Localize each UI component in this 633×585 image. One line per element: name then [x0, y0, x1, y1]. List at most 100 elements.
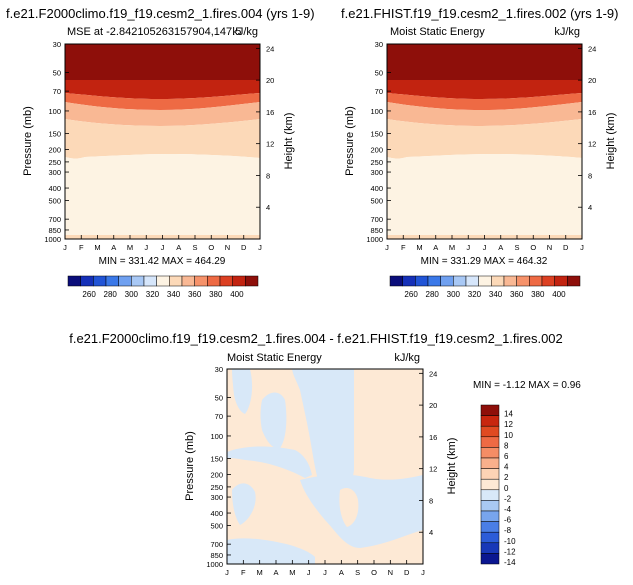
colorbar-label: 340 — [167, 290, 181, 299]
month-tick-label: A — [433, 243, 438, 252]
pressure-tick-label: 250 — [210, 483, 223, 492]
height-tick-label: 4 — [429, 528, 433, 537]
month-tick-label: S — [514, 243, 519, 252]
pressure-tick-label: 30 — [215, 365, 223, 374]
colorbar-swatch — [480, 457, 500, 469]
pressure-tick-label: 850 — [370, 226, 383, 235]
colorbar-label: 14 — [504, 410, 513, 419]
colorbar-swatch — [143, 275, 157, 287]
panel1-title: f.e21.F2000climo.f19_f19.cesm2_1.fires.0… — [6, 6, 315, 21]
height-tick-label: 24 — [429, 369, 437, 378]
diff-variable-label: Moist Static Energy — [227, 352, 322, 364]
month-tick-label: N — [225, 243, 230, 252]
colorbar-swatch — [440, 275, 454, 287]
height-tick-label: 8 — [266, 171, 270, 180]
panel2-ylabel: Pressure (mb) — [344, 106, 356, 176]
colorbar-swatch — [402, 275, 416, 287]
colorbar-swatch — [480, 531, 500, 544]
colorbar-label: -2 — [504, 494, 512, 503]
month-tick-label: M — [94, 243, 100, 252]
diff-minmax: MIN = -1.12 MAX = 0.96 — [473, 380, 581, 391]
height-tick-label: 8 — [588, 171, 592, 180]
pressure-tick-label: 50 — [53, 68, 61, 77]
height-tick-label: 16 — [429, 433, 437, 442]
pressure-tick-label: 700 — [48, 215, 61, 224]
diff-height-ticks: 24 20 16 12 8 4 — [419, 369, 437, 537]
colorbar-swatch — [453, 275, 467, 287]
panel1-colorbar: 260 280 300 320 340 360 380 400 — [67, 275, 259, 299]
height-tick-label: 12 — [266, 140, 274, 149]
height-tick-label: 4 — [266, 203, 270, 212]
colorbar-swatch — [480, 521, 500, 533]
pressure-tick-label: 300 — [48, 168, 61, 177]
month-tick-label: A — [176, 243, 181, 252]
month-tick-label: O — [530, 243, 536, 252]
pressure-tick-label: 70 — [375, 87, 383, 96]
colorbar-swatch — [480, 553, 500, 565]
height-tick-label: 16 — [266, 108, 274, 117]
pressure-tick-label: 100 — [48, 107, 61, 116]
colorbar-swatch — [118, 275, 132, 287]
panel2-minmax: MIN = 331.29 MAX = 464.32 — [421, 256, 548, 267]
month-tick-label: J — [63, 243, 67, 252]
pressure-tick-label: 700 — [370, 215, 383, 224]
month-tick-label: J — [225, 568, 229, 577]
pressure-tick-label: 850 — [48, 226, 61, 235]
colorbar-label: 260 — [82, 290, 96, 299]
colorbar-swatch — [80, 275, 94, 287]
colorbar-label: -4 — [504, 505, 512, 514]
panel1-variable-label: MSE at -2.842105263157904,147.5 — [67, 26, 241, 38]
height-tick-label: 4 — [588, 203, 592, 212]
month-tick-label: J — [258, 243, 262, 252]
month-tick-label: J — [144, 243, 148, 252]
colorbar-label: 320 — [468, 290, 482, 299]
colorbar-swatch — [529, 275, 543, 287]
month-tick-label: A — [273, 568, 278, 577]
pressure-tick-label: 400 — [370, 184, 383, 193]
pressure-tick-label: 850 — [210, 551, 223, 560]
panel2-plot-area — [386, 43, 583, 240]
colorbar-label: 2 — [504, 473, 509, 482]
colorbar-label: 0 — [504, 484, 509, 493]
colorbar-label: 260 — [404, 290, 418, 299]
colorbar-swatch — [105, 275, 119, 287]
panel-difference: f.e21.F2000climo.f19_f19.cesm2_1.fires.0… — [69, 331, 581, 577]
colorbar-swatch — [389, 275, 403, 287]
colorbar-swatch — [67, 275, 81, 287]
panel1-units-label: kJ/kg — [232, 26, 258, 38]
pressure-tick-label: 30 — [53, 40, 61, 49]
panel1-plot-area — [64, 43, 261, 240]
month-tick-label: M — [449, 243, 455, 252]
colorbar-label: 380 — [209, 290, 223, 299]
month-tick-label: F — [79, 243, 84, 252]
colorbar-swatch — [480, 510, 500, 522]
panel1-minmax: MIN = 331.42 MAX = 464.29 — [99, 256, 226, 267]
pressure-tick-label: 400 — [48, 184, 61, 193]
diff-plot-area — [226, 368, 424, 565]
colorbar-label: 8 — [504, 441, 509, 450]
month-tick-label: J — [307, 568, 311, 577]
colorbar-label: 400 — [230, 290, 244, 299]
colorbar-swatch — [480, 489, 500, 501]
pressure-tick-label: 30 — [375, 40, 383, 49]
pressure-tick-label: 300 — [370, 168, 383, 177]
colorbar-swatch — [207, 275, 221, 287]
colorbar-label: 4 — [504, 463, 509, 472]
colorbar-swatch — [503, 275, 517, 287]
height-tick-label: 20 — [588, 76, 596, 85]
colorbar-swatch — [567, 275, 581, 287]
height-tick-label: 24 — [588, 44, 596, 53]
month-tick-label: A — [339, 568, 344, 577]
pressure-tick-label: 250 — [370, 158, 383, 167]
month-tick-label: J — [323, 568, 327, 577]
month-tick-label: S — [355, 568, 360, 577]
month-tick-label: J — [466, 243, 470, 252]
colorbar-swatch — [219, 275, 233, 287]
colorbar-swatch — [480, 478, 500, 491]
pressure-tick-label: 500 — [48, 196, 61, 205]
